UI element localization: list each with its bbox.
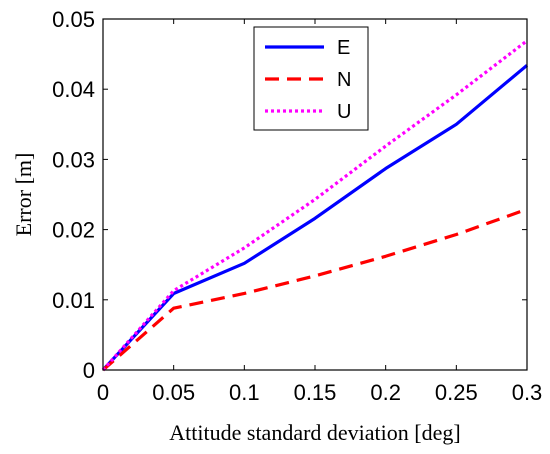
series-line-u [101,39,528,372]
x-tick-label: 0.3 [512,380,543,405]
y-tick-label: 0.01 [52,288,95,313]
x-tick-label: 0.15 [294,380,337,405]
series-line-e [101,64,529,372]
y-tick-label: 0.03 [52,147,95,172]
series-layer [101,39,529,372]
legend: ENU [253,26,369,131]
x-tick-label: 0.2 [370,380,401,405]
y-tick-label: 0.04 [52,77,95,102]
y-tick-label: 0.05 [52,7,95,32]
x-axis-label: Attitude standard deviation [deg] [169,420,460,445]
legend-label-n: N [337,69,351,91]
axes-layer: 0 0.05 0.1 0.15 0.2 0.25 0.3 0 0.01 0.02 0.03 0.04 0… [52,7,542,405]
y-axis-label: Error [m] [11,153,36,237]
legend-label-e: E [337,37,350,59]
x-tick-label: 0.05 [152,380,195,405]
y-tick-label: 0.02 [52,218,95,243]
x-tick-label: 0.1 [229,380,260,405]
series-line-n [101,207,528,372]
x-tick-label: 0 [97,380,109,405]
y-tick-label: 0 [83,358,95,383]
legend-label-u: U [337,101,351,123]
x-tick-label: 0.25 [435,380,478,405]
